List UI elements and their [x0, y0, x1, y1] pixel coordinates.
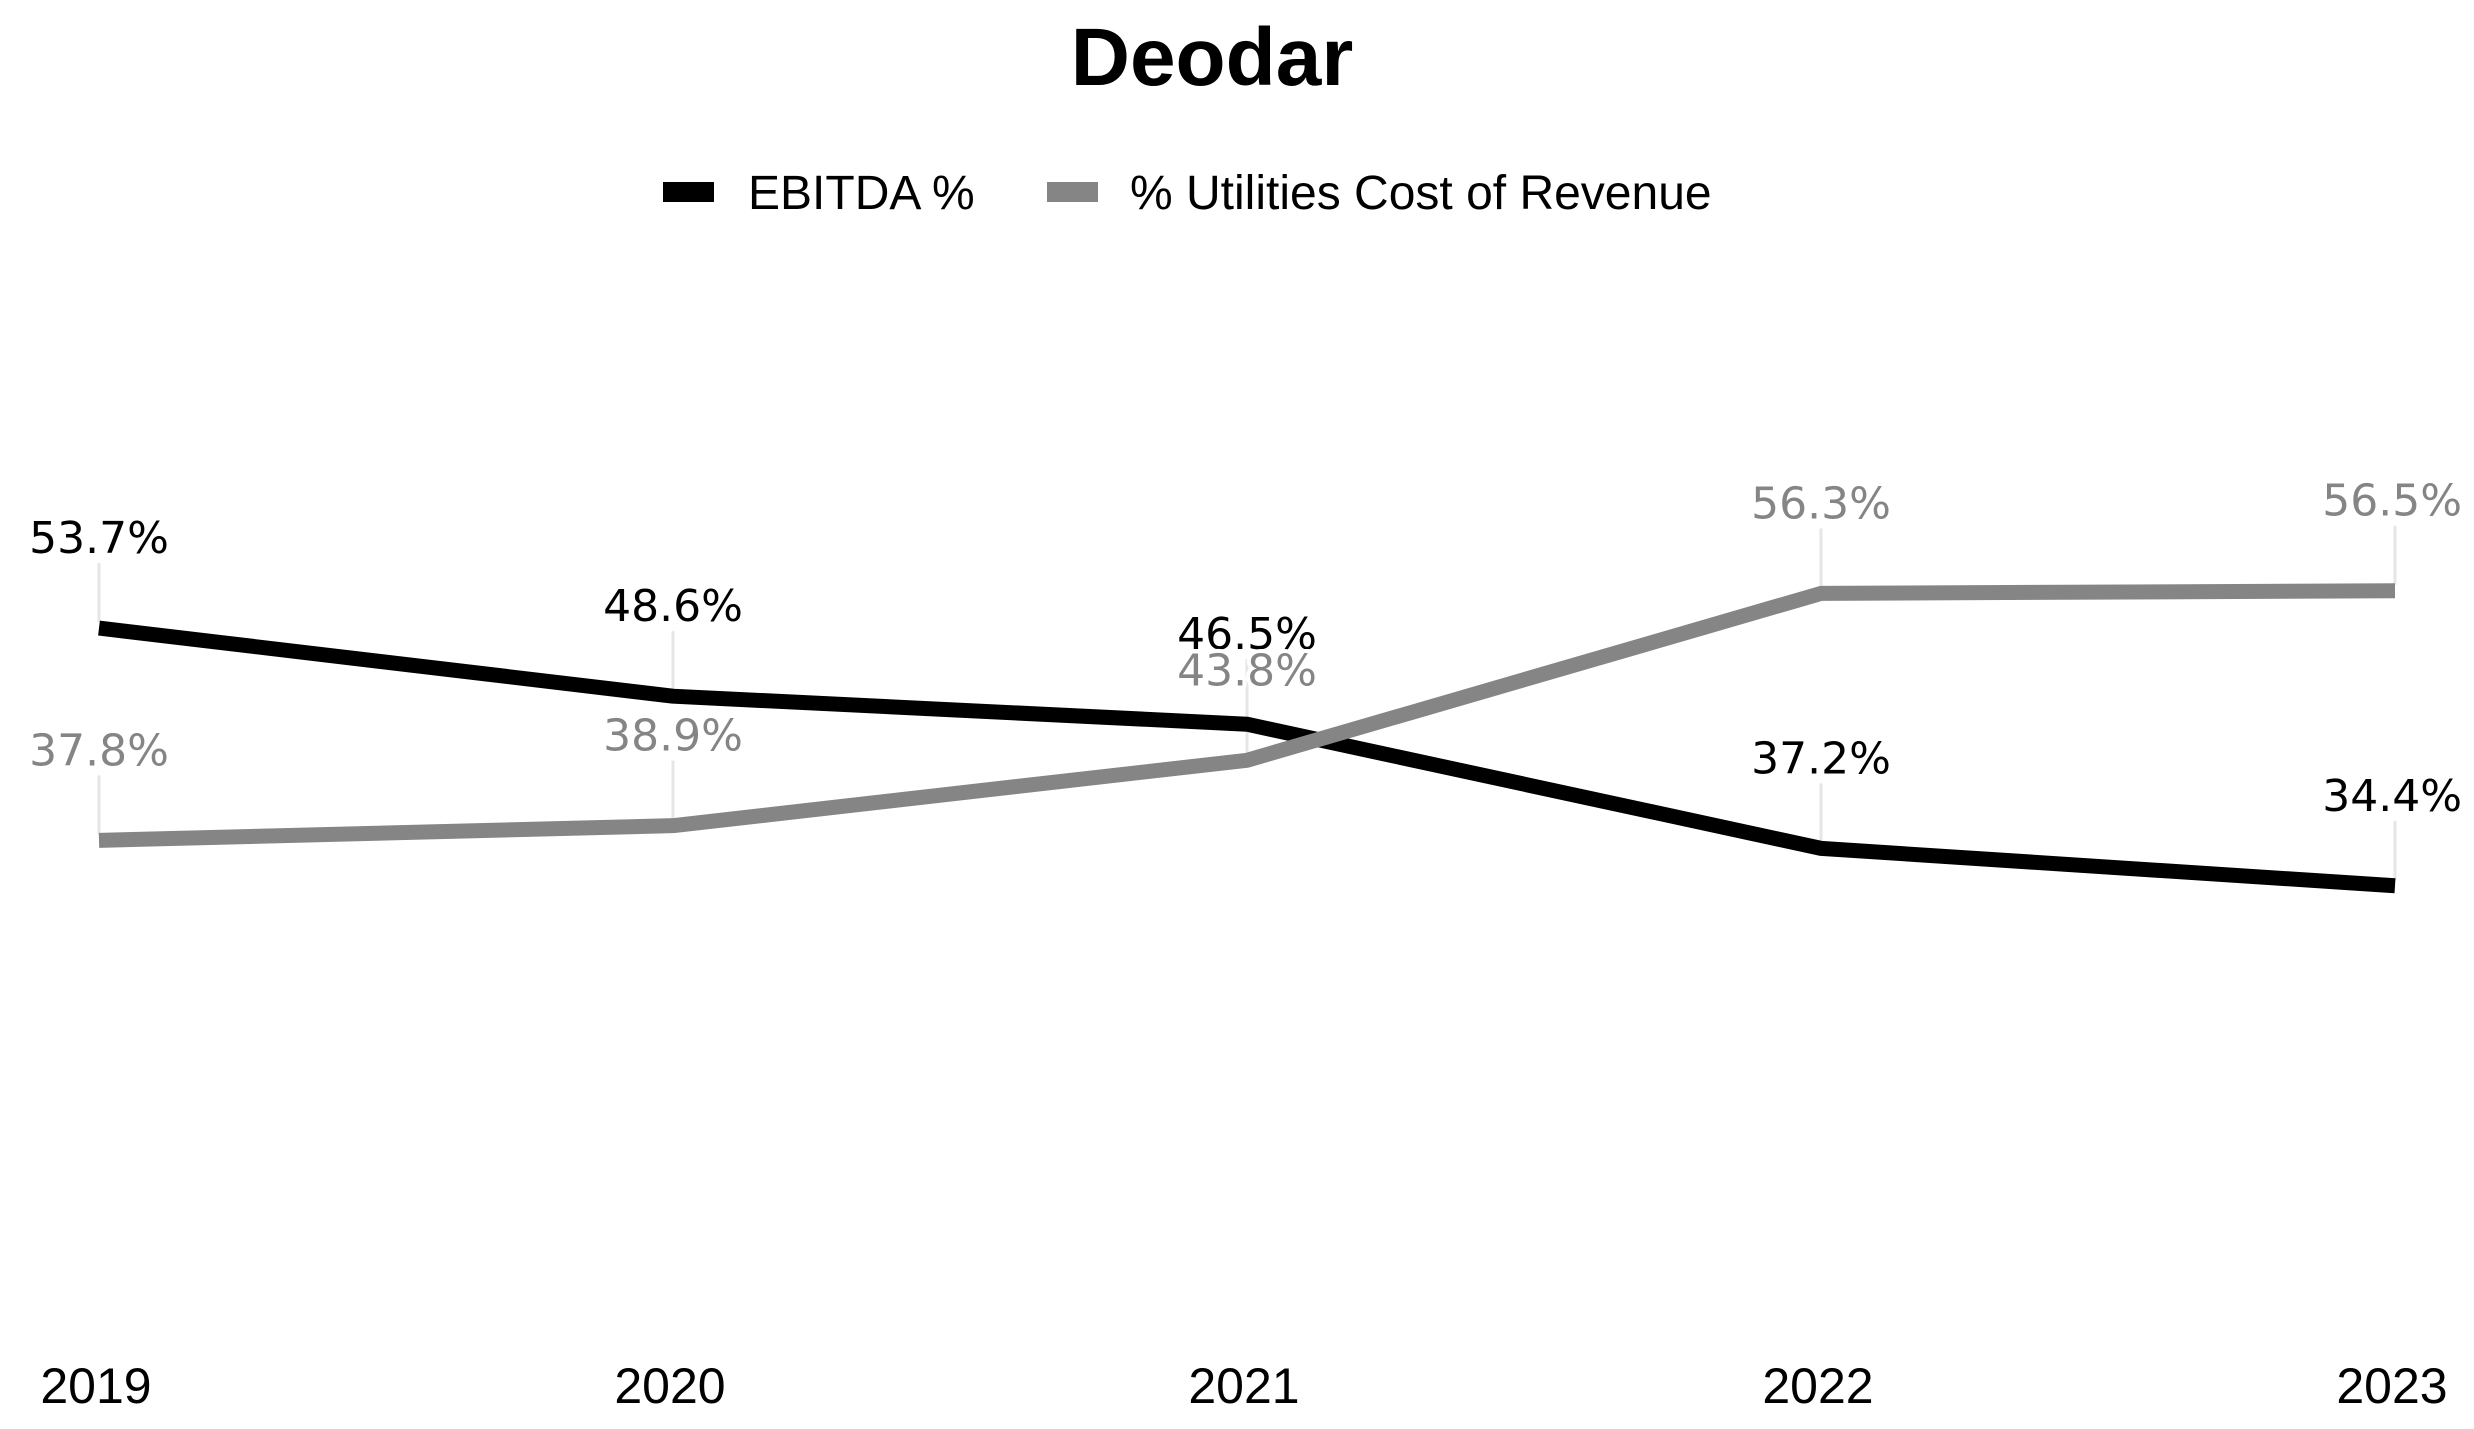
- data-label-utilities-cost-of-revenue: 38.9%: [603, 711, 743, 762]
- legend-swatch-utilities: [1047, 182, 1098, 202]
- data-label-ebitda: 48.6%: [603, 581, 743, 632]
- x-tick-label: 2022: [1762, 1358, 1873, 1414]
- legend-item-utilities[interactable]: % Utilities Cost of Revenue: [1047, 167, 1712, 220]
- data-label-utilities-cost-of-revenue: 37.8%: [29, 725, 169, 776]
- x-axis: 2019 2020 2021 2022 2023: [40, 1358, 2447, 1414]
- data-label-utilities-cost-of-revenue: 56.3%: [1751, 478, 1891, 529]
- data-label-utilities-cost-of-revenue: 56.5%: [2322, 476, 2462, 527]
- data-labels: 53.7% 48.6% 46.5% 37.2% 34.4% 37.8% 38.9% 43.8%…: [25, 472, 2466, 826]
- legend-label-ebitda: EBITDA %: [748, 167, 975, 220]
- legend-item-ebitda[interactable]: EBITDA %: [663, 167, 975, 220]
- legend-swatch-ebitda: [663, 182, 714, 202]
- data-label-utilities-cost-of-revenue: 43.8%: [1177, 645, 1317, 696]
- legend-label-utilities: % Utilities Cost of Revenue: [1130, 167, 1712, 220]
- series-lines: [98, 583, 2396, 894]
- data-label-ebitda: 34.4%: [2322, 771, 2462, 822]
- chart-title: Deodar: [1071, 12, 1354, 103]
- data-label-ebitda: 37.2%: [1751, 733, 1891, 784]
- leader-lines: [97, 525, 2397, 880]
- data-label-ebitda: 53.7%: [29, 513, 169, 564]
- x-tick-label: 2019: [40, 1358, 151, 1414]
- legend: EBITDA % % Utilities Cost of Revenue: [663, 167, 1712, 220]
- data-label-ebitda: 46.5%: [1177, 609, 1317, 660]
- x-tick-label: 2021: [1188, 1358, 1299, 1414]
- x-tick-label: 2020: [614, 1358, 725, 1414]
- x-tick-label: 2023: [2336, 1358, 2447, 1414]
